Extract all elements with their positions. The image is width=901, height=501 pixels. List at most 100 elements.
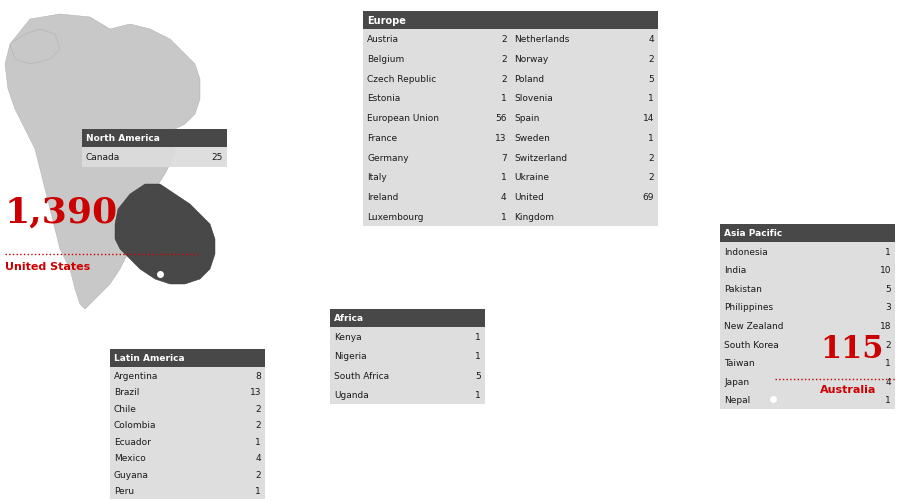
Text: 2: 2 <box>886 340 891 349</box>
Text: 2: 2 <box>649 55 654 64</box>
Text: Australia: Australia <box>820 384 877 394</box>
Text: 1: 1 <box>501 212 506 221</box>
Text: Guyana: Guyana <box>114 470 149 479</box>
Polygon shape <box>10 30 60 65</box>
Text: Ecuador: Ecuador <box>114 437 150 446</box>
Text: 1,390: 1,390 <box>5 195 118 229</box>
Text: Taiwan: Taiwan <box>724 358 755 367</box>
Text: 4: 4 <box>886 377 891 386</box>
Text: Europe: Europe <box>367 16 405 26</box>
Text: Japan: Japan <box>724 377 749 386</box>
Text: France: France <box>367 134 397 143</box>
Polygon shape <box>5 15 200 310</box>
Text: Canada: Canada <box>86 153 120 162</box>
Bar <box>110 349 265 499</box>
Text: 2: 2 <box>255 470 261 479</box>
Text: 1: 1 <box>648 134 654 143</box>
Text: Africa: Africa <box>334 314 364 323</box>
Text: South Africa: South Africa <box>334 371 389 380</box>
Text: 5: 5 <box>475 371 481 380</box>
Text: 1: 1 <box>255 486 261 495</box>
Text: Nigeria: Nigeria <box>334 352 367 361</box>
Text: Pakistan: Pakistan <box>724 285 762 293</box>
Text: 4: 4 <box>255 453 261 462</box>
Text: 14: 14 <box>642 114 654 123</box>
Text: Kenya: Kenya <box>334 333 361 342</box>
Text: European Union: European Union <box>367 114 439 123</box>
Text: Austria: Austria <box>367 35 399 44</box>
Text: Norway: Norway <box>514 55 549 64</box>
Text: 8: 8 <box>255 371 261 380</box>
Text: 2: 2 <box>255 404 261 413</box>
Text: 56: 56 <box>495 114 506 123</box>
Text: 5: 5 <box>886 285 891 293</box>
Text: 2: 2 <box>501 75 506 84</box>
Text: Nepal: Nepal <box>724 395 751 404</box>
Text: Czech Republic: Czech Republic <box>367 75 436 84</box>
Text: Poland: Poland <box>514 75 544 84</box>
Text: 4: 4 <box>649 35 654 44</box>
Text: Italy: Italy <box>367 173 387 182</box>
Text: 1: 1 <box>886 247 891 257</box>
Text: 1: 1 <box>475 390 481 399</box>
Text: Kingdom: Kingdom <box>514 212 554 221</box>
Text: 69: 69 <box>642 192 654 201</box>
Text: Uganda: Uganda <box>334 390 369 399</box>
Text: 7: 7 <box>501 153 506 162</box>
Text: Mexico: Mexico <box>114 453 146 462</box>
Text: South Korea: South Korea <box>724 340 778 349</box>
Text: 4: 4 <box>501 192 506 201</box>
Text: 25: 25 <box>212 153 223 162</box>
Text: Asia Pacific: Asia Pacific <box>724 229 782 238</box>
Text: 115: 115 <box>820 333 883 364</box>
Bar <box>330 310 485 327</box>
Text: 1: 1 <box>475 352 481 361</box>
Text: 1: 1 <box>886 358 891 367</box>
Text: Switzerland: Switzerland <box>514 153 568 162</box>
Text: 2: 2 <box>649 173 654 182</box>
Text: Ukraine: Ukraine <box>514 173 550 182</box>
Text: 1: 1 <box>501 173 506 182</box>
Text: Indonesia: Indonesia <box>724 247 768 257</box>
Text: Netherlands: Netherlands <box>514 35 569 44</box>
Text: 1: 1 <box>886 395 891 404</box>
Text: 13: 13 <box>495 134 506 143</box>
Bar <box>82 130 227 168</box>
Bar <box>720 224 895 242</box>
Text: Belgium: Belgium <box>367 55 405 64</box>
Text: 2: 2 <box>649 153 654 162</box>
Text: Ireland: Ireland <box>367 192 398 201</box>
Text: Colombia: Colombia <box>114 420 157 429</box>
Bar <box>110 349 265 367</box>
Text: 1: 1 <box>648 94 654 103</box>
Text: Peru: Peru <box>114 486 134 495</box>
Text: Germany: Germany <box>367 153 409 162</box>
Text: 5: 5 <box>648 75 654 84</box>
Text: New Zealand: New Zealand <box>724 321 784 330</box>
Text: North America: North America <box>86 134 159 143</box>
Text: United: United <box>514 192 544 201</box>
Text: Luxembourg: Luxembourg <box>367 212 423 221</box>
Text: 18: 18 <box>879 321 891 330</box>
Text: Latin America: Latin America <box>114 354 185 363</box>
Text: 13: 13 <box>250 387 261 396</box>
Text: Estonia: Estonia <box>367 94 400 103</box>
Text: 10: 10 <box>879 266 891 275</box>
Text: Argentina: Argentina <box>114 371 159 380</box>
Polygon shape <box>115 185 215 285</box>
Text: 1: 1 <box>475 333 481 342</box>
Bar <box>330 310 485 404</box>
Text: 2: 2 <box>255 420 261 429</box>
Text: 1: 1 <box>255 437 261 446</box>
Bar <box>363 12 658 226</box>
Text: 3: 3 <box>886 303 891 312</box>
Text: Slovenia: Slovenia <box>514 94 553 103</box>
Text: Chile: Chile <box>114 404 137 413</box>
Text: India: India <box>724 266 746 275</box>
Text: 2: 2 <box>501 55 506 64</box>
Text: United States: United States <box>5 262 90 272</box>
Text: Philippines: Philippines <box>724 303 773 312</box>
Bar <box>82 130 227 148</box>
Text: 1: 1 <box>501 94 506 103</box>
Text: 2: 2 <box>501 35 506 44</box>
